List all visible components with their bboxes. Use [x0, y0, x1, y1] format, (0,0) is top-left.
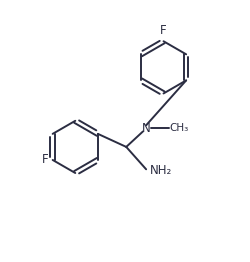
Text: F: F	[42, 154, 48, 166]
Text: N: N	[142, 122, 150, 135]
Text: F: F	[160, 24, 167, 37]
Text: CH₃: CH₃	[170, 123, 189, 133]
Text: NH₂: NH₂	[150, 164, 172, 177]
